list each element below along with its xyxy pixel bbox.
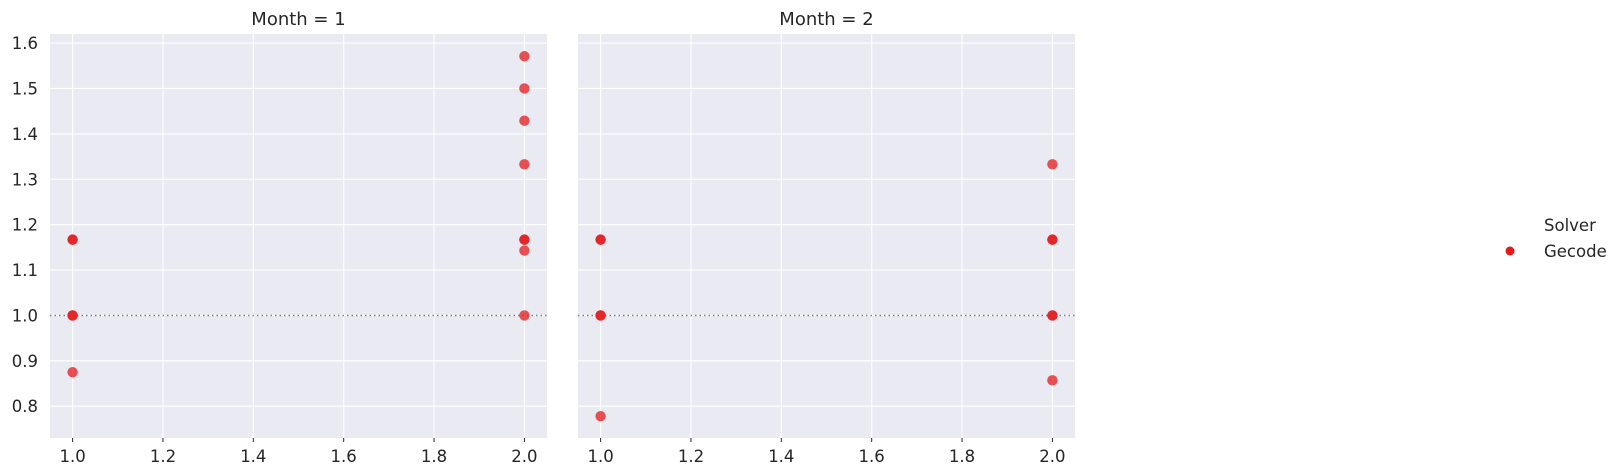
x-tick-label: 1.2 [678, 447, 704, 466]
x-tick-label: 1.0 [587, 447, 613, 466]
data-point [519, 159, 530, 170]
y-tick-label: 1.6 [12, 34, 38, 53]
data-point [67, 310, 78, 321]
panel-background [50, 34, 547, 438]
y-tick-label: 1.2 [12, 216, 38, 235]
x-tick-label: 1.2 [150, 447, 176, 466]
x-tick-label: 1.4 [768, 447, 794, 466]
data-point [519, 83, 530, 94]
x-tick-label: 1.6 [331, 447, 357, 466]
legend-marker-gecode [1505, 246, 1515, 256]
x-tick-label: 2.0 [1039, 447, 1065, 466]
data-point [1047, 375, 1058, 386]
data-point [595, 310, 606, 321]
panel-month-1: 1.0 1.2 1.4 1.6 1.8 2.0 0.8 0.9 1.0 1.1 1.2 1.3 1.4 1… [12, 9, 547, 466]
x-tick-label: 1.6 [859, 447, 885, 466]
panel-background [578, 34, 1075, 438]
panel-title: Month = 2 [779, 9, 873, 30]
x-tick-label: 1.8 [949, 447, 975, 466]
panel-month-2: 1.0 1.2 1.4 1.6 1.8 2.0 Month = 2 [578, 9, 1075, 466]
x-tick-label: 1.4 [240, 447, 266, 466]
legend: Solver Gecode [1505, 216, 1607, 261]
data-point [519, 51, 530, 62]
data-point [519, 310, 530, 321]
legend-label-gecode: Gecode [1544, 242, 1607, 261]
data-point [519, 115, 530, 126]
y-tick-label: 1.3 [12, 170, 38, 189]
data-point [1047, 234, 1058, 245]
y-tick-label: 1.1 [12, 261, 38, 280]
x-tick-label: 2.0 [511, 447, 537, 466]
data-point [67, 234, 78, 245]
x-tick-label: 1.0 [59, 447, 85, 466]
y-tick-label: 0.8 [12, 397, 38, 416]
y-tick-label: 1.0 [12, 306, 38, 325]
y-tick-label: 1.4 [12, 125, 38, 144]
y-tick-label: 1.5 [12, 79, 38, 98]
data-point [1047, 310, 1058, 321]
data-point [67, 366, 78, 378]
data-point [595, 411, 606, 422]
data-point [519, 234, 530, 245]
y-tick-label: 0.9 [12, 352, 38, 371]
legend-title: Solver [1544, 216, 1596, 235]
data-point [519, 245, 530, 256]
x-tick-label: 1.8 [421, 447, 447, 466]
panel-title: Month = 1 [251, 9, 345, 30]
data-point [1047, 159, 1058, 170]
data-point [595, 234, 606, 245]
